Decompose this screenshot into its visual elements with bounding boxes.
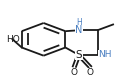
Text: H: H (76, 18, 82, 27)
Text: HO: HO (6, 35, 20, 44)
Text: O: O (87, 68, 94, 77)
Text: S: S (75, 50, 82, 60)
Text: NH: NH (98, 50, 112, 59)
Text: N: N (75, 25, 82, 35)
Text: O: O (71, 68, 78, 77)
